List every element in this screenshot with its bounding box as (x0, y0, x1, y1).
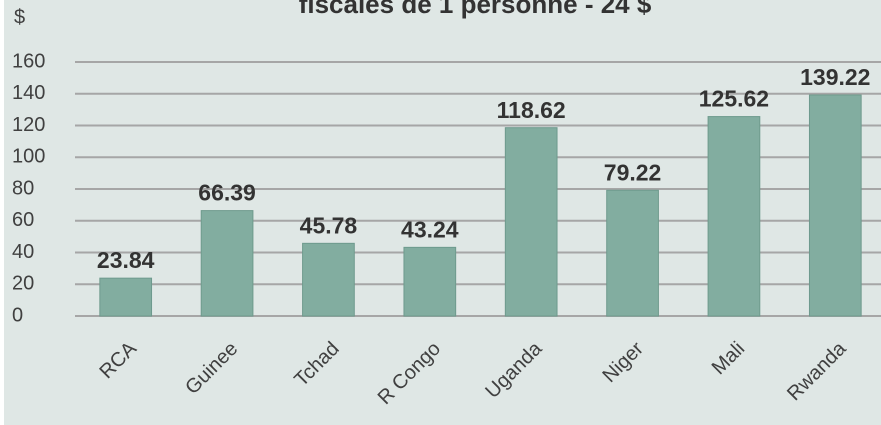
data-label: 125.62 (699, 86, 769, 112)
data-label: 139.22 (800, 64, 870, 90)
y-tick-label: 0 (12, 304, 23, 326)
y-tick-label: 20 (12, 273, 34, 295)
bar (707, 116, 761, 317)
data-label: 43.24 (401, 216, 459, 242)
bar (99, 277, 153, 317)
y-tick-label: 140 (12, 82, 45, 104)
data-label: 66.39 (198, 180, 256, 206)
bar (200, 210, 254, 317)
bar (302, 242, 355, 317)
y-tick-label: 80 (12, 177, 34, 199)
y-tick-label: 40 (12, 241, 34, 263)
y-axis-label: $ (14, 6, 25, 28)
data-label: 118.62 (497, 97, 566, 123)
chart-title: fiscales de 1 personne - 24 $ (299, 0, 652, 19)
bar (403, 246, 457, 317)
y-tick-label: 160 (12, 50, 45, 72)
data-label: 45.78 (300, 212, 358, 238)
bar (606, 189, 659, 317)
bar (504, 127, 558, 317)
y-tick-label: 120 (12, 114, 45, 136)
y-tick-label: 100 (12, 146, 45, 168)
data-label: 79.22 (604, 159, 662, 185)
bar (808, 94, 862, 317)
y-tick-label: 60 (12, 209, 34, 231)
data-label: 23.84 (97, 247, 155, 273)
